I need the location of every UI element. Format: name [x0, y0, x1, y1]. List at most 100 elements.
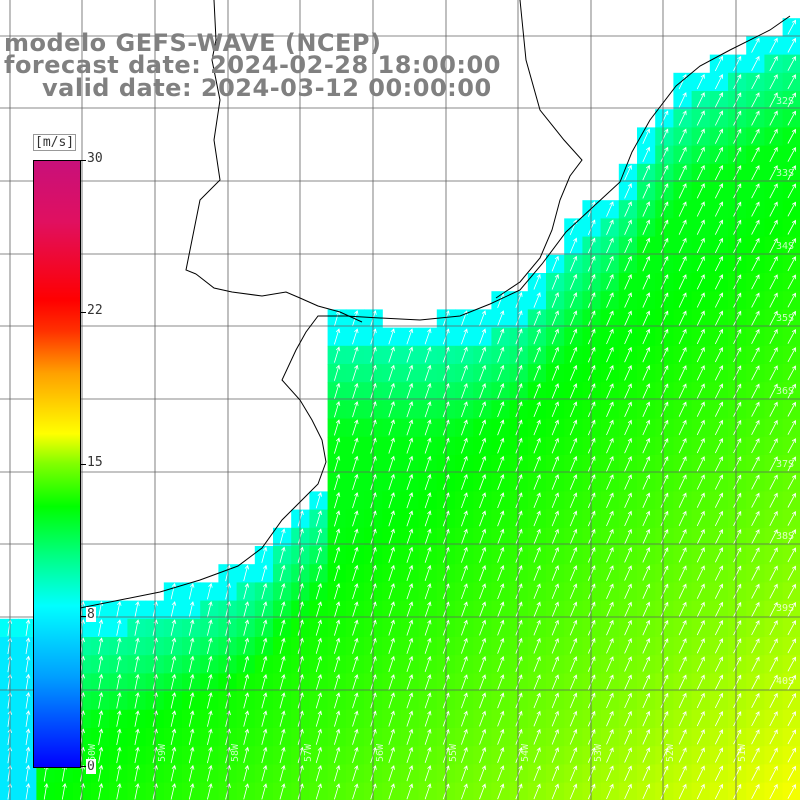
wind-arrow — [769, 529, 778, 545]
wind-arrow — [207, 637, 213, 654]
wind-arrow — [479, 656, 487, 672]
wind-speed-cell — [746, 709, 765, 729]
wind-arrow — [497, 528, 505, 545]
wind-arrow — [352, 783, 359, 800]
wind-arrow — [497, 346, 505, 363]
wind-arrow — [624, 346, 632, 363]
wind-speed-cell — [709, 509, 729, 529]
colorbar-tickmark — [80, 616, 86, 617]
wind-arrow — [406, 637, 414, 654]
wind-arrow — [533, 401, 541, 418]
wind-arrow — [606, 383, 614, 399]
wind-arrow — [642, 292, 651, 308]
wind-arrow — [678, 729, 687, 745]
wind-arrow — [696, 401, 705, 417]
wind-arrow — [696, 292, 705, 308]
wind-speed-cell — [764, 400, 784, 420]
wind-arrow — [624, 183, 632, 199]
wind-arrow — [733, 583, 742, 599]
wind-speed-cell — [746, 455, 765, 474]
wind-speed-cell — [764, 36, 784, 56]
wind-arrow — [134, 673, 140, 691]
wind-speed-cell — [764, 145, 784, 165]
lat-label: 32S — [775, 96, 794, 107]
wind-arrow — [334, 673, 341, 691]
wind-arrow — [461, 437, 468, 454]
wind-arrow — [551, 310, 559, 327]
wind-arrow — [551, 474, 559, 490]
wind-arrow — [406, 382, 414, 400]
wind-arrow — [606, 692, 614, 709]
wind-arrow — [660, 383, 669, 399]
wind-arrow — [733, 729, 742, 745]
wind-arrow — [533, 346, 541, 363]
wind-arrow — [642, 401, 651, 417]
wind-arrow — [315, 728, 322, 745]
wind-arrow — [569, 619, 578, 636]
wind-arrow — [533, 328, 541, 345]
wind-arrow — [406, 419, 414, 436]
wind-arrow — [733, 656, 742, 672]
wind-arrow — [624, 292, 632, 308]
wind-arrow — [551, 292, 559, 308]
wind-arrow — [424, 710, 432, 727]
wind-arrow — [406, 583, 414, 600]
wind-arrow — [551, 783, 559, 800]
wind-speed-cell — [691, 509, 711, 529]
wind-arrow — [642, 219, 651, 235]
wind-speed-cell — [709, 764, 729, 784]
wind-arrow — [678, 437, 687, 454]
wind-arrow — [569, 401, 578, 418]
wind-speed-cell — [746, 327, 765, 347]
wind-arrow — [533, 437, 541, 454]
wind-arrow — [606, 710, 614, 727]
wind-speed-cell — [709, 600, 729, 620]
wind-speed-cell — [764, 382, 784, 401]
wind-arrow — [769, 783, 778, 799]
wind-arrow — [660, 710, 669, 727]
wind-arrow — [424, 419, 432, 436]
wind-arrow — [678, 310, 687, 326]
wind-arrow — [606, 528, 614, 545]
wind-arrow — [769, 201, 778, 217]
wind-speed-cell — [746, 127, 765, 147]
wind-arrow — [461, 364, 468, 381]
wind-speed-cell — [746, 637, 765, 656]
wind-arrow — [388, 528, 395, 545]
wind-arrow — [479, 747, 487, 763]
wind-speed-cell — [746, 236, 765, 256]
wind-arrow — [624, 510, 632, 527]
wind-arrow — [388, 765, 395, 782]
wind-arrow — [406, 473, 414, 491]
wind-arrow — [352, 674, 359, 691]
wind-arrow — [624, 565, 632, 581]
wind-arrow — [479, 674, 487, 691]
wind-arrow — [642, 274, 651, 290]
wind-arrow — [714, 729, 723, 745]
wind-arrow — [461, 783, 468, 800]
wind-arrow — [515, 364, 523, 381]
wind-arrow — [352, 328, 359, 345]
wind-arrow — [116, 746, 122, 764]
wind-arrow — [751, 310, 760, 326]
wind-speed-cell — [764, 72, 784, 92]
wind-arrow — [642, 638, 651, 654]
wind-arrow — [424, 492, 432, 509]
wind-arrow — [678, 383, 687, 399]
wind-arrow — [569, 328, 578, 345]
wind-arrow — [207, 783, 213, 800]
wind-arrow — [769, 256, 778, 272]
wind-arrow — [751, 747, 760, 763]
wind-arrow — [733, 419, 742, 435]
wind-arrow — [660, 146, 669, 163]
wind-arrow — [388, 619, 395, 636]
wind-speed-cell — [728, 527, 747, 547]
wind-arrow — [424, 619, 432, 636]
wind-arrow — [714, 565, 723, 581]
wind-arrow — [533, 601, 541, 618]
wind-arrow — [733, 219, 742, 235]
wind-arrow — [334, 309, 341, 327]
wind-arrow — [424, 728, 432, 745]
wind-arrow — [769, 383, 778, 399]
wind-speed-cell — [764, 127, 784, 147]
